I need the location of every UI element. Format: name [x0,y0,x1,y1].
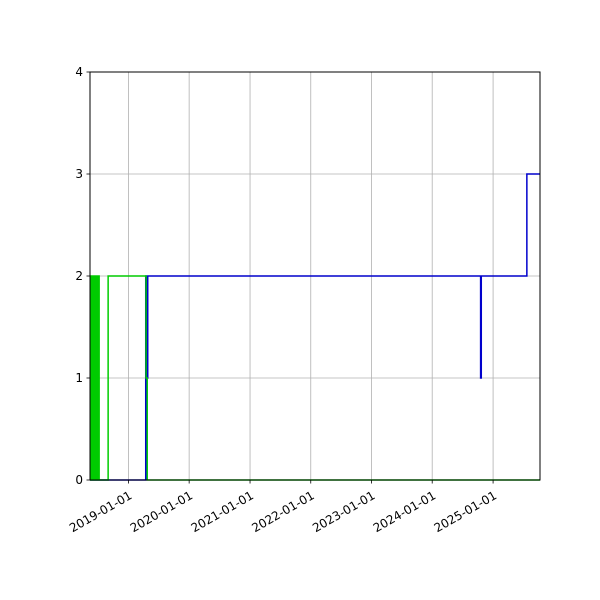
y-tick-label: 4 [75,65,83,79]
series-line-2 [90,275,540,481]
y-tick-label: 3 [75,167,83,181]
y-tick-label: 2 [75,269,83,283]
series-group [90,173,540,481]
y-tick-label: 1 [75,371,83,385]
y-tick-label: 0 [75,473,83,487]
